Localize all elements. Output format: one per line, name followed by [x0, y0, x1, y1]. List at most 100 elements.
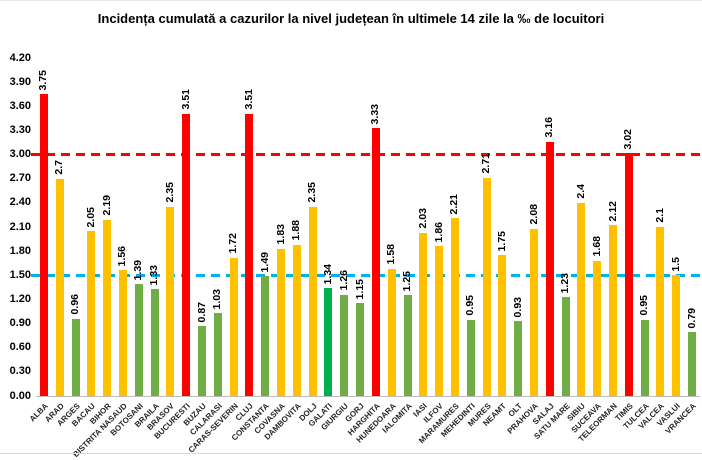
bar-arad: [55, 178, 64, 396]
bar-value-label: 3.75: [37, 69, 50, 91]
bar-value-label: 3.16: [543, 117, 556, 138]
bar-prahova: [530, 228, 538, 396]
bar-value-label: 0.95: [464, 295, 477, 316]
bar-value-label: 1.5: [669, 256, 682, 272]
bar-timis: [624, 152, 633, 396]
bar-value-label: 0.87: [195, 301, 208, 322]
y-axis-label: 2.70: [9, 172, 31, 185]
y-axis-label: 0.60: [9, 341, 31, 354]
y-axis-label: 2.10: [9, 220, 31, 233]
bar-teleorman: [609, 225, 618, 396]
bar-value-label: 1.23: [559, 272, 572, 294]
bar-value-label: 1.86: [432, 221, 445, 243]
bar-alba: [39, 94, 48, 396]
threshold-line-red: [31, 153, 702, 157]
bar-suceava: [593, 260, 602, 396]
bar-value-label: 0.93: [511, 296, 524, 318]
bar-vrancea: [688, 332, 697, 396]
bar-bihor: [103, 219, 112, 396]
y-axis-label: 2.40: [9, 196, 31, 209]
y-axis-label: 0.30: [9, 365, 31, 378]
bar-tulcea: [640, 319, 649, 396]
bar-value-label: 1.15: [353, 279, 366, 300]
bar-vaslui: [672, 275, 681, 396]
y-axis-label: 3.60: [9, 99, 31, 112]
bar-value-label: 1.75: [495, 230, 508, 252]
bar-value-label: 1.25: [401, 270, 414, 292]
chart-title: Incidența cumulată a cazurilor la nivel …: [97, 11, 605, 26]
bar-dambovita: [292, 244, 301, 396]
bar-salaj: [545, 141, 554, 396]
bar-value-label: 2.05: [84, 206, 97, 228]
y-axis-label: 3.30: [9, 123, 31, 136]
bar-gorj: [356, 303, 365, 396]
bar-neamt: [498, 255, 507, 396]
y-axis-label: 3.00: [9, 148, 31, 161]
bar-value-label: 2.71: [480, 153, 493, 174]
bar-value-label: 1.34: [321, 263, 334, 285]
y-axis-label: 1.80: [9, 244, 31, 257]
y-axis-label: 1.50: [9, 268, 31, 281]
bar-hunedoara: [387, 268, 396, 396]
bar-value-label: 2.19: [100, 195, 113, 216]
bar-bistrita-nasaud: [118, 270, 127, 396]
bar-giurgiu: [340, 294, 349, 396]
bar-value-label: 2.35: [163, 182, 176, 203]
bar-arges: [71, 318, 80, 396]
bar-value-label: 1.88: [290, 220, 303, 241]
bar-value-label: 2.08: [527, 204, 540, 225]
bar-cluj: [245, 113, 254, 396]
bar-brasov: [166, 206, 175, 396]
y-axis-label: 1.20: [9, 292, 31, 305]
bar-ialomita: [403, 295, 412, 396]
bar-constanta: [261, 276, 270, 396]
bar-value-label: 2.21: [448, 193, 461, 215]
bar-value-label: 3.51: [242, 89, 255, 110]
bar-value-label: 0.79: [685, 308, 698, 329]
bar-olt: [514, 321, 523, 396]
x-axis-line: [36, 396, 700, 397]
bar-value-label: 1.56: [116, 246, 129, 267]
bar-calarasi: [213, 313, 222, 396]
bar-sibiu: [577, 202, 586, 396]
bar-covasna: [277, 248, 286, 396]
bar-bucuresti: [182, 113, 191, 396]
y-axis-label: 4.20: [9, 51, 31, 64]
bar-value-label: 0.95: [638, 295, 651, 316]
bar-value-label: 1.68: [590, 236, 603, 257]
bar-value-label: 1.58: [385, 244, 398, 265]
bar-iasi: [419, 232, 428, 396]
bar-galati: [324, 288, 333, 396]
bar-value-label: 1.49: [258, 251, 271, 273]
bar-value-label: 1.39: [132, 259, 145, 281]
bar-bacau: [87, 231, 96, 396]
bar-value-label: 1.72: [227, 233, 240, 254]
bar-value-label: 1.03: [211, 288, 224, 310]
bar-braila: [150, 288, 159, 396]
bar-value-label: 2.35: [306, 182, 319, 203]
bar-value-label: 2.4: [574, 184, 587, 199]
bottom-border: [0, 453, 702, 454]
bar-satu-mare: [561, 297, 570, 396]
bar-dolj: [308, 206, 317, 396]
bar-value-label: 0.96: [69, 294, 82, 315]
bar-value-label: 3.02: [622, 128, 635, 149]
bar-value-label: 1.33: [148, 264, 161, 285]
bar-value-label: 2.12: [606, 200, 619, 222]
bar-ilfov: [435, 246, 444, 396]
bar-value-label: 1.83: [274, 224, 287, 245]
bar-value-label: 3.51: [179, 89, 192, 110]
threshold-line-blue: [31, 273, 702, 277]
bar-value-label: 1.26: [337, 270, 350, 291]
y-axis-label: 3.90: [9, 75, 31, 88]
bar-value-label: 3.33: [369, 103, 382, 125]
bar-mehedinti: [466, 319, 475, 396]
bar-value-label: 2.7: [53, 160, 66, 175]
bar-valcea: [656, 227, 665, 396]
y-axis-label: 0.90: [9, 317, 31, 330]
bar-caras-severin: [229, 257, 238, 396]
bar-maramures: [450, 218, 459, 396]
bar-harghita: [371, 128, 380, 396]
y-axis-label: 0.00: [9, 389, 31, 402]
